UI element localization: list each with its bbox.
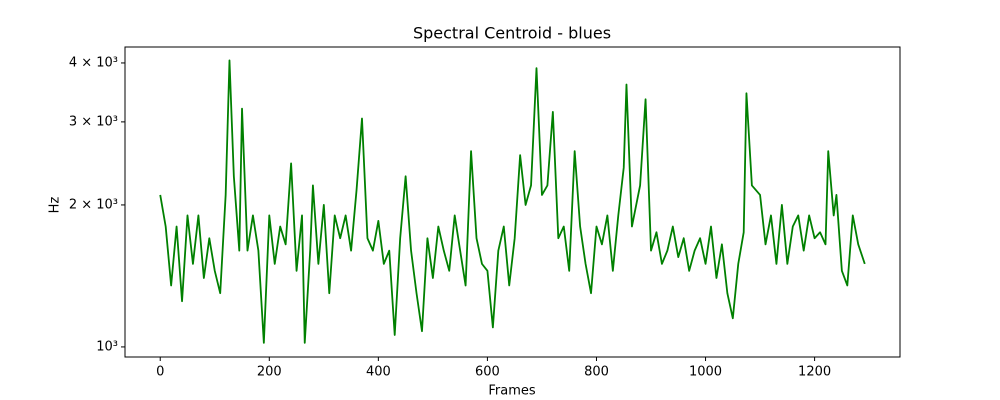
y-axis-label: Hz xyxy=(48,197,63,214)
x-axis-label: Frames xyxy=(488,384,536,399)
y-tick-label: 4 × 10³ xyxy=(69,55,118,70)
y-tick-label: 3 × 10³ xyxy=(69,114,118,129)
x-tick-label: 0 xyxy=(156,365,164,380)
x-tick-label: 400 xyxy=(366,365,391,380)
x-tick-label: 1000 xyxy=(689,365,722,380)
x-tick-label: 800 xyxy=(584,365,609,380)
y-tick-label: 2 × 10³ xyxy=(69,197,118,212)
x-tick-label: 600 xyxy=(475,365,500,380)
chart-title: Spectral Centroid - blues xyxy=(413,24,611,43)
x-tick-label: 200 xyxy=(257,365,282,380)
data-line xyxy=(159,59,866,344)
plot-frame xyxy=(124,46,901,358)
y-tick-label: 10³ xyxy=(96,339,118,354)
x-tick-label: 1200 xyxy=(798,365,831,380)
